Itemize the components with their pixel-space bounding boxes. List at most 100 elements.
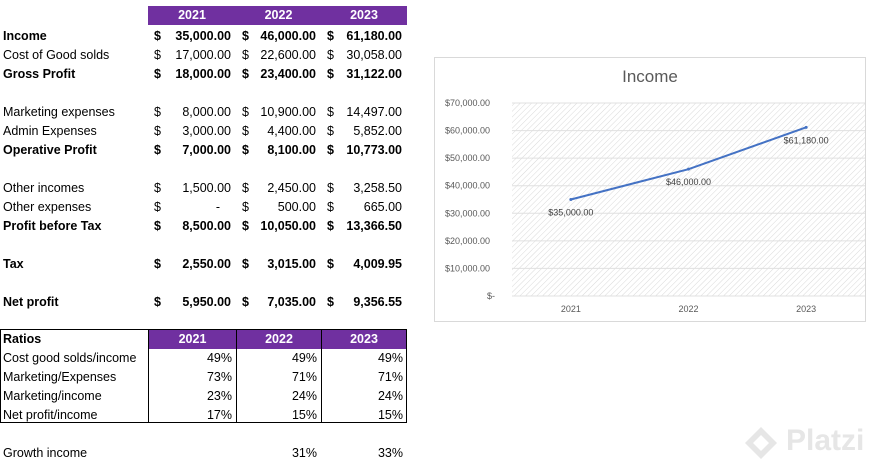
- y-tick-label: $30,000.00: [445, 208, 490, 218]
- statement-row: Other incomes $1,500.00 $2,450.00 $3,258.50: [0, 179, 410, 198]
- income-chart[interactable]: Income $- $10,000.00 $20,000.00 $30,000.00 $…: [434, 57, 866, 322]
- statement-row: Other expenses $ - $500.00 $665.00: [0, 198, 410, 217]
- amount-value: 10,050.00: [260, 219, 316, 233]
- ratio-value: 71%: [377, 370, 403, 384]
- ratios-header-row: Ratios: [0, 330, 410, 349]
- currency-symbol: $: [242, 143, 249, 157]
- amount-cell: $7,000.00: [154, 141, 236, 160]
- amount-cell: $5,852.00: [327, 122, 407, 141]
- y-tick-label: $-: [487, 291, 495, 301]
- watermark-text: Platzi: [786, 424, 865, 457]
- amount-cell: $31,122.00: [327, 65, 407, 84]
- amount-value: 31,122.00: [346, 67, 402, 81]
- currency-symbol: $: [154, 124, 161, 138]
- currency-symbol: $: [242, 181, 249, 195]
- amount-value: 35,000.00: [175, 29, 231, 43]
- ratio-value: 24%: [291, 389, 317, 403]
- currency-symbol: $: [154, 143, 161, 157]
- currency-symbol: $: [327, 67, 334, 81]
- x-tick-label: 2022: [678, 304, 698, 314]
- amount-value: 22,600.00: [260, 48, 316, 62]
- statement-row: Operative Profit $7,000.00 $8,100.00 $10,77…: [0, 141, 410, 160]
- row-label: Cost of Good solds: [3, 48, 110, 62]
- amount-cell: $18,000.00: [154, 65, 236, 84]
- amount-cell: $7,035.00: [242, 293, 321, 312]
- currency-symbol: $: [154, 295, 161, 309]
- currency-symbol: $: [327, 200, 334, 214]
- currency-symbol: $: [154, 200, 161, 214]
- ratio-value: 17%: [206, 408, 232, 422]
- currency-symbol: $: [242, 48, 249, 62]
- statement-row: Tax $2,550.00 $3,015.00 $4,009.95: [0, 255, 410, 274]
- amount-cell: $8,100.00: [242, 141, 321, 160]
- statement-row: Gross Profit $18,000.00 $23,400.00 $31,122.…: [0, 65, 410, 84]
- amount-value: 61,180.00: [346, 29, 402, 43]
- row-label: Net profit: [3, 295, 59, 309]
- currency-symbol: $: [242, 200, 249, 214]
- data-label: $35,000.00: [548, 208, 593, 218]
- amount-value: 5,950.00: [182, 295, 231, 309]
- amount-value: 7,000.00: [182, 143, 231, 157]
- amount-value: 18,000.00: [175, 67, 231, 81]
- amount-cell: $665.00: [327, 198, 407, 217]
- ratio-value: 49%: [377, 351, 403, 365]
- y-tick-label: $10,000.00: [445, 263, 490, 273]
- row-label: Gross Profit: [3, 67, 76, 81]
- ratios-year-2021: 2021: [149, 330, 236, 349]
- ratio-value: 73%: [206, 370, 232, 384]
- currency-symbol: $: [242, 219, 249, 233]
- amount-cell: $1,500.00: [154, 179, 236, 198]
- ratio-value: 49%: [291, 351, 317, 365]
- currency-symbol: $: [242, 29, 249, 43]
- currency-symbol: $: [327, 257, 334, 271]
- ratio-label: Cost good solds/income: [3, 351, 137, 365]
- amount-cell: $ -: [154, 198, 236, 217]
- currency-symbol: $: [327, 181, 334, 195]
- amount-cell: $10,050.00: [242, 217, 321, 236]
- amount-value: 3,015.00: [267, 257, 316, 271]
- amount-cell: $3,000.00: [154, 122, 236, 141]
- ratio-row: Net profit/income 17% 15% 15%: [0, 406, 410, 425]
- ratio-value: 23%: [206, 389, 232, 403]
- ratios-divider: [236, 329, 237, 423]
- growth-income-row: Growth income 31% 33%: [0, 444, 410, 463]
- amount-cell: $4,400.00: [242, 122, 321, 141]
- amount-value: 4,400.00: [267, 124, 316, 138]
- platzi-logo-icon: [745, 427, 777, 459]
- ratio-value: 49%: [206, 351, 232, 365]
- statement-row: Income $35,000.00 $46,000.00 $61,180.00: [0, 27, 410, 46]
- ratio-label: Marketing/Expenses: [3, 370, 117, 384]
- amount-cell: $5,950.00: [154, 293, 236, 312]
- x-tick-label: 2021: [561, 304, 581, 314]
- amount-value: 10,773.00: [346, 143, 402, 157]
- amount-cell: $23,400.00: [242, 65, 321, 84]
- statement-row: Cost of Good solds $17,000.00 $22,600.00 $3…: [0, 46, 410, 65]
- amount-value: 8,100.00: [267, 143, 316, 157]
- row-label: Income: [3, 29, 47, 43]
- chart-title: Income: [622, 67, 678, 86]
- amount-value: -: [215, 200, 220, 214]
- amount-value: 9,356.55: [353, 295, 402, 309]
- amount-value: 5,852.00: [353, 124, 402, 138]
- year-header-2023: 2023: [321, 6, 407, 25]
- ratio-value: 15%: [377, 408, 403, 422]
- statement-row: Net profit $5,950.00 $7,035.00 $9,356.55: [0, 293, 410, 312]
- row-label: Other expenses: [3, 200, 92, 214]
- currency-symbol: $: [154, 29, 161, 43]
- ratios-year-2023: 2023: [322, 330, 406, 349]
- amount-value: 14,497.00: [346, 105, 402, 119]
- ratios-table-border: [0, 329, 407, 423]
- ratios-divider: [148, 329, 149, 423]
- amount-cell: $3,015.00: [242, 255, 321, 274]
- amount-cell: $8,500.00: [154, 217, 236, 236]
- data-point: [687, 167, 690, 171]
- amount-value: 4,009.95: [353, 257, 402, 271]
- growth-value-2022: 31%: [291, 446, 317, 460]
- amount-value: 3,258.50: [353, 181, 402, 195]
- data-point: [804, 125, 808, 129]
- ratio-label: Net profit/income: [3, 408, 98, 422]
- currency-symbol: $: [154, 257, 161, 271]
- y-tick-label: $20,000.00: [445, 236, 490, 246]
- amount-cell: $35,000.00: [154, 27, 236, 46]
- amount-cell: $500.00: [242, 198, 321, 217]
